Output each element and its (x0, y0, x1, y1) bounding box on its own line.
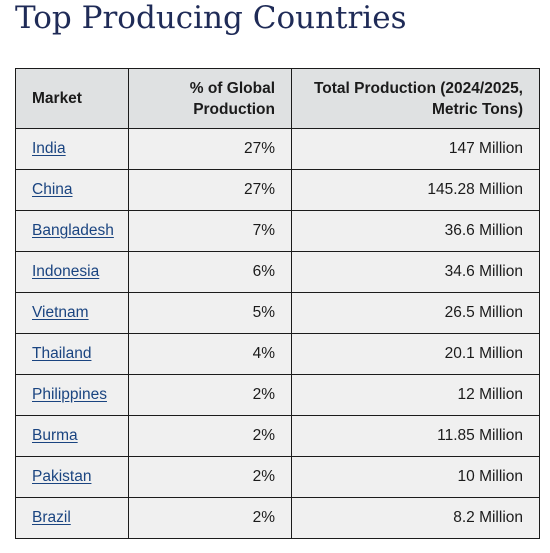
market-cell: Indonesia (15, 251, 129, 293)
column-header-share: % of Global Production (128, 68, 292, 129)
table-row: Burma 2% 11.85 Million (15, 415, 540, 457)
share-cell: 5% (128, 292, 292, 334)
share-cell: 2% (128, 497, 292, 539)
total-production-cell: 26.5 Million (291, 292, 540, 334)
total-production-cell: 34.6 Million (291, 251, 540, 293)
total-production-cell: 11.85 Million (291, 415, 540, 457)
table-row: Brazil 2% 8.2 Million (15, 497, 540, 539)
share-cell: 7% (128, 210, 292, 252)
page-title: Top Producing Countries (15, 0, 407, 36)
share-cell: 27% (128, 128, 292, 170)
market-cell: Bangladesh (15, 210, 129, 252)
market-cell: China (15, 169, 129, 211)
production-table: Market % of Global Production Total Prod… (15, 68, 540, 539)
market-link[interactable]: China (32, 181, 73, 198)
market-link[interactable]: India (32, 140, 66, 157)
market-link[interactable]: Bangladesh (32, 222, 114, 239)
market-link[interactable]: Thailand (32, 345, 92, 362)
market-link[interactable]: Brazil (32, 509, 71, 526)
share-cell: 2% (128, 456, 292, 498)
market-link[interactable]: Pakistan (32, 468, 92, 485)
market-cell: Burma (15, 415, 129, 457)
column-header-total: Total Production (2024/2025, Metric Tons… (291, 68, 540, 129)
table-row: Pakistan 2% 10 Million (15, 456, 540, 498)
share-cell: 4% (128, 333, 292, 375)
market-cell: Vietnam (15, 292, 129, 334)
share-cell: 6% (128, 251, 292, 293)
column-header-market: Market (15, 68, 129, 129)
table-header: Market % of Global Production Total Prod… (15, 68, 540, 129)
share-cell: 2% (128, 374, 292, 416)
market-cell: Philippines (15, 374, 129, 416)
market-cell: Brazil (15, 497, 129, 539)
table-body: India 27% 147 Million China 27% 145.28 Millio… (15, 128, 540, 539)
market-cell: Pakistan (15, 456, 129, 498)
total-production-cell: 20.1 Million (291, 333, 540, 375)
market-link[interactable]: Philippines (32, 386, 107, 403)
table-row: Philippines 2% 12 Million (15, 374, 540, 416)
table-row: Bangladesh 7% 36.6 Million (15, 210, 540, 252)
total-production-cell: 147 Million (291, 128, 540, 170)
total-production-cell: 145.28 Million (291, 169, 540, 211)
market-cell: Thailand (15, 333, 129, 375)
market-cell: India (15, 128, 129, 170)
total-production-cell: 10 Million (291, 456, 540, 498)
table-row: Thailand 4% 20.1 Million (15, 333, 540, 375)
total-production-cell: 36.6 Million (291, 210, 540, 252)
share-cell: 2% (128, 415, 292, 457)
table-row: Vietnam 5% 26.5 Million (15, 292, 540, 334)
share-cell: 27% (128, 169, 292, 211)
table-row: India 27% 147 Million (15, 128, 540, 170)
table-row: China 27% 145.28 Million (15, 169, 540, 211)
total-production-cell: 12 Million (291, 374, 540, 416)
market-link[interactable]: Vietnam (32, 304, 89, 321)
market-link[interactable]: Indonesia (32, 263, 100, 280)
total-production-cell: 8.2 Million (291, 497, 540, 539)
table-row: Indonesia 6% 34.6 Million (15, 251, 540, 293)
market-link[interactable]: Burma (32, 427, 78, 444)
header-row: Market % of Global Production Total Prod… (15, 68, 540, 129)
